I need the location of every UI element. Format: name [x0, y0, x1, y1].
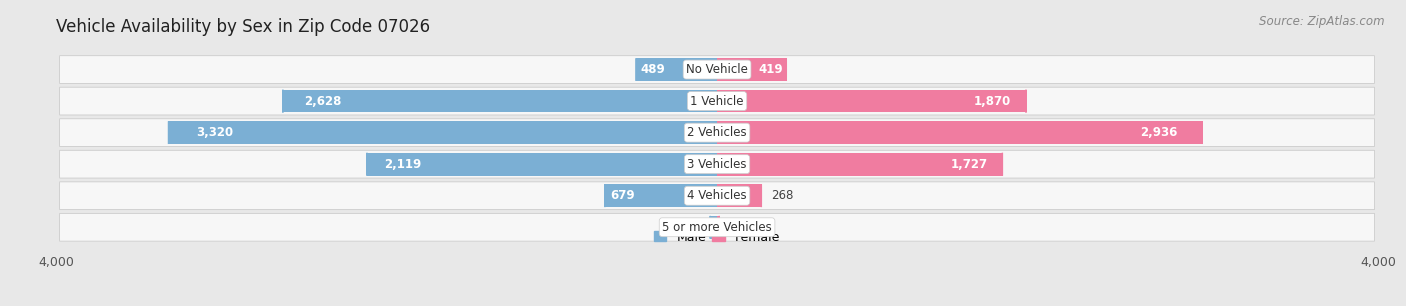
- Bar: [710, 216, 717, 239]
- Bar: [717, 90, 1026, 112]
- Text: 1,727: 1,727: [950, 158, 988, 171]
- Text: 2,628: 2,628: [305, 95, 342, 108]
- Text: 3 Vehicles: 3 Vehicles: [688, 158, 747, 171]
- Text: Source: ZipAtlas.com: Source: ZipAtlas.com: [1260, 15, 1385, 28]
- Text: 13: 13: [730, 221, 744, 234]
- Bar: [637, 58, 717, 81]
- Text: 41: 41: [685, 221, 700, 234]
- Bar: [169, 121, 717, 144]
- Text: 4 Vehicles: 4 Vehicles: [688, 189, 747, 202]
- Text: 268: 268: [772, 189, 793, 202]
- Text: 3,320: 3,320: [195, 126, 233, 139]
- FancyBboxPatch shape: [59, 87, 1375, 115]
- FancyBboxPatch shape: [59, 213, 1375, 241]
- Bar: [717, 153, 1002, 176]
- Text: 1 Vehicle: 1 Vehicle: [690, 95, 744, 108]
- Legend: Male, Female: Male, Female: [650, 226, 785, 249]
- Bar: [283, 90, 717, 112]
- Bar: [717, 121, 1202, 144]
- Text: Vehicle Availability by Sex in Zip Code 07026: Vehicle Availability by Sex in Zip Code …: [56, 18, 430, 36]
- FancyBboxPatch shape: [59, 182, 1375, 210]
- FancyBboxPatch shape: [59, 150, 1375, 178]
- Text: 5 or more Vehicles: 5 or more Vehicles: [662, 221, 772, 234]
- Bar: [717, 216, 720, 239]
- Text: 1,870: 1,870: [973, 95, 1011, 108]
- Text: 489: 489: [640, 63, 665, 76]
- Text: 679: 679: [610, 189, 636, 202]
- Bar: [605, 185, 717, 207]
- Bar: [717, 185, 761, 207]
- Text: 2,119: 2,119: [384, 158, 422, 171]
- Text: No Vehicle: No Vehicle: [686, 63, 748, 76]
- Text: 2 Vehicles: 2 Vehicles: [688, 126, 747, 139]
- Bar: [367, 153, 717, 176]
- FancyBboxPatch shape: [59, 119, 1375, 147]
- Text: 2,936: 2,936: [1140, 126, 1178, 139]
- Text: 419: 419: [758, 63, 783, 76]
- FancyBboxPatch shape: [59, 56, 1375, 84]
- Bar: [717, 58, 786, 81]
